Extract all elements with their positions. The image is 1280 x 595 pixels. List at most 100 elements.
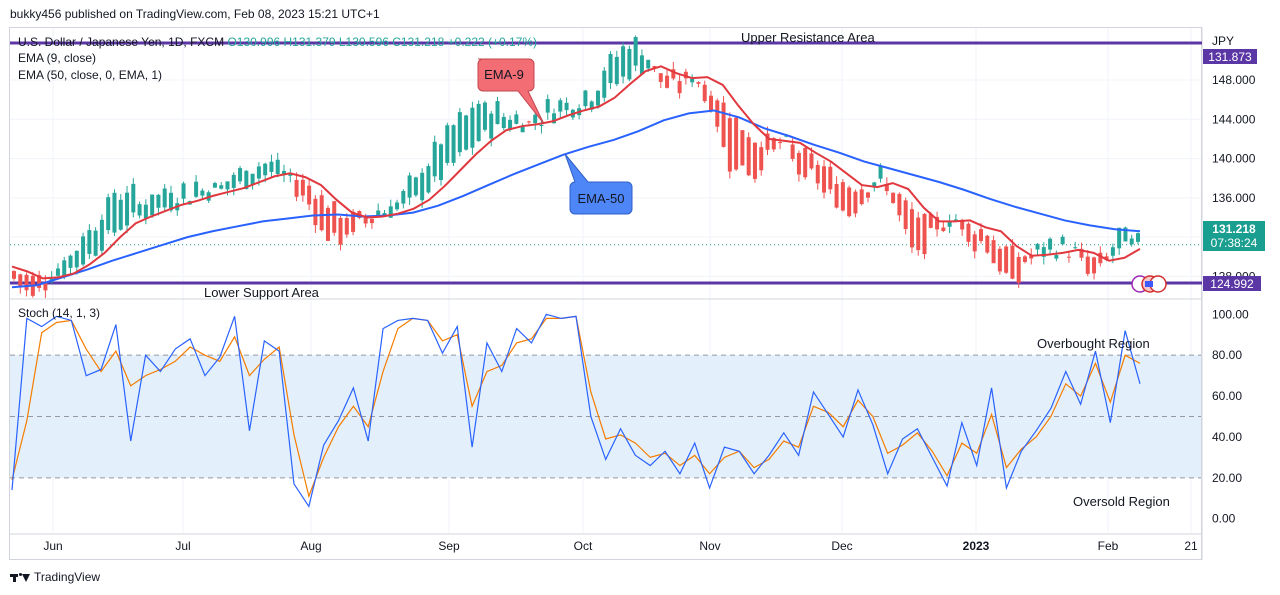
- candle-body: [627, 48, 632, 80]
- candle-body: [325, 207, 330, 241]
- candle-body: [37, 275, 42, 288]
- candle-body: [740, 130, 745, 166]
- candle-body: [263, 163, 268, 176]
- time-tick-label: Jul: [175, 539, 190, 553]
- time-tick-label: Dec: [831, 539, 852, 553]
- candle-body: [99, 219, 104, 251]
- ema9-callout: EMA-9: [477, 58, 545, 125]
- svg-text:124.992: 124.992: [1210, 277, 1254, 291]
- candle-body: [219, 185, 224, 189]
- stoch-k-line: [11, 313, 1141, 508]
- candle-body: [244, 170, 249, 189]
- candle-body: [583, 90, 588, 107]
- candle-body: [143, 204, 148, 219]
- candle-body: [156, 194, 161, 208]
- candle-body: [457, 112, 462, 153]
- candle-body: [602, 70, 607, 98]
- candle-body: [1110, 247, 1115, 256]
- candle-body: [928, 213, 933, 228]
- candle-body: [665, 75, 670, 88]
- stoch-tick-label: 60.00: [1212, 389, 1242, 403]
- candle-body: [646, 59, 651, 69]
- footer-brand-text: TradingView: [34, 570, 101, 584]
- candle-body: [847, 187, 852, 217]
- svg-text:131.218: 131.218: [1212, 222, 1256, 236]
- time-tick-label: Sep: [438, 539, 460, 553]
- upper-resistance-label: Upper Resistance Area: [741, 30, 875, 45]
- candle-body: [388, 206, 393, 218]
- oversold-label: Oversold Region: [1073, 494, 1170, 509]
- candle-body: [652, 66, 657, 69]
- candle-body: [62, 260, 67, 278]
- level-lines: [10, 41, 1202, 285]
- candle-body: [420, 172, 425, 201]
- candle-body: [508, 119, 513, 131]
- candle-body: [916, 217, 921, 251]
- candle-body: [721, 102, 726, 147]
- stoch-tick-label: 20.00: [1212, 471, 1242, 485]
- candle-body: [633, 37, 638, 66]
- candle-body: [1123, 227, 1128, 242]
- candle-body: [401, 190, 406, 204]
- time-tick-label: Aug: [300, 539, 321, 553]
- candle-body: [639, 55, 644, 75]
- legend-ema50: EMA (50, close, 0, EMA, 1): [18, 68, 162, 82]
- candle-body: [212, 183, 217, 188]
- candle-body: [1117, 227, 1122, 249]
- time-tick-label: Feb: [1098, 539, 1119, 553]
- candle-body: [533, 114, 538, 124]
- candle-body: [771, 138, 776, 150]
- publisher-line: bukky456 published on TradingView.com, F…: [10, 7, 380, 21]
- candle-body: [608, 53, 613, 84]
- svg-text:131.873: 131.873: [1208, 50, 1252, 64]
- candle-body: [1048, 238, 1053, 250]
- price-tick-label: 140.000: [1212, 152, 1256, 166]
- candle-body: [269, 161, 274, 172]
- candle-body: [834, 184, 839, 208]
- time-tick-label: Jun: [43, 539, 62, 553]
- candle-body: [376, 210, 381, 216]
- candle-body: [495, 101, 500, 125]
- candle-body: [909, 209, 914, 248]
- candle-body: [395, 202, 400, 210]
- economic-events-icon[interactable]: [1131, 275, 1167, 293]
- candle-body: [558, 100, 563, 112]
- lower-support-label: Lower Support Area: [204, 285, 320, 300]
- candle-body: [872, 182, 877, 187]
- candle-body: [332, 201, 337, 233]
- candle-body: [24, 274, 29, 291]
- candle-body: [922, 213, 927, 255]
- candle-body: [194, 181, 199, 197]
- resistance-badge: 131.873: [1203, 49, 1257, 64]
- candle-body: [1073, 247, 1078, 249]
- grid-lines: [10, 28, 1201, 533]
- candle-body: [1041, 247, 1046, 257]
- candle-body: [168, 192, 173, 211]
- candle-body: [93, 230, 98, 256]
- stoch-lines: [11, 313, 1141, 508]
- candle-body: [991, 240, 996, 264]
- candle-body: [658, 73, 663, 82]
- candle-body: [966, 223, 971, 242]
- ema9-line: [11, 65, 1141, 280]
- candle-body: [369, 218, 374, 224]
- overbought-label: Overbought Region: [1037, 336, 1150, 351]
- candle-body: [803, 147, 808, 178]
- candle-body: [960, 219, 965, 230]
- candle-body: [131, 183, 136, 213]
- candle-body: [765, 133, 770, 150]
- candle-body: [319, 195, 324, 231]
- candle-body: [162, 188, 167, 208]
- candle-body: [407, 175, 412, 198]
- candle-body: [683, 71, 688, 79]
- candle-body: [125, 192, 130, 226]
- support-badge: 124.992: [1203, 276, 1261, 291]
- candle-body: [489, 113, 494, 139]
- candle-body: [1060, 236, 1065, 245]
- ema50-callout-text: EMA-50: [578, 191, 625, 206]
- candle-body: [307, 185, 312, 205]
- candle-body: [809, 153, 814, 169]
- candle-body: [815, 164, 820, 184]
- candle-body: [43, 282, 48, 291]
